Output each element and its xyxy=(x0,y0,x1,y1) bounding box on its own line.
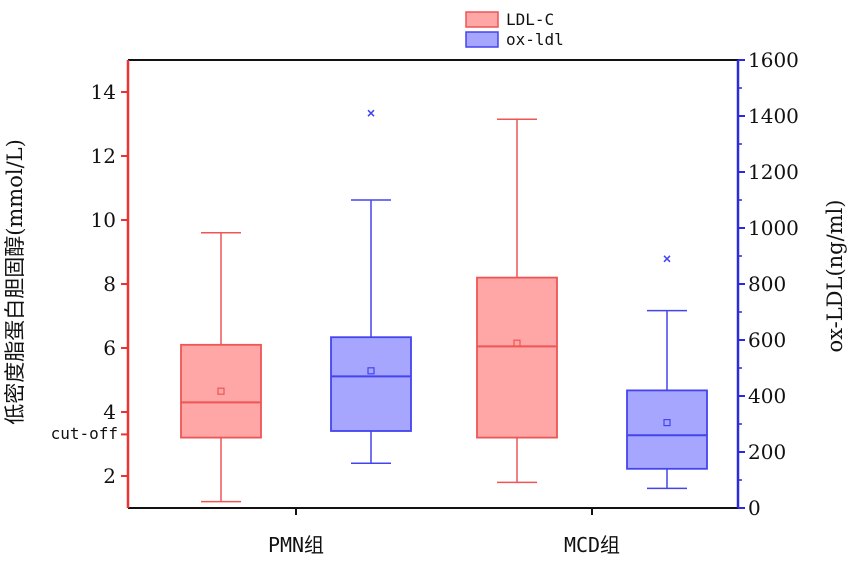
left-tick-label: 10 xyxy=(91,208,116,232)
box-ox-ldl-0-iqr-box xyxy=(330,336,412,432)
legend-swatch-ldl-c xyxy=(465,11,499,28)
left-tick-label: 14 xyxy=(91,80,116,104)
box-ldl-c-1-mean-marker xyxy=(513,339,521,347)
right-tick-label: 1600 xyxy=(748,48,799,72)
legend: LDL-Cox-ldl xyxy=(465,10,564,49)
box-ox-ldl-1 xyxy=(626,255,708,490)
right-tick-label: 1200 xyxy=(748,160,799,184)
legend-label-ldl-c: LDL-C xyxy=(506,10,554,29)
box-ldl-c-0 xyxy=(180,232,262,503)
left-tick-label: 2 xyxy=(103,464,116,488)
left-tick-label: 12 xyxy=(91,144,116,168)
left-tick-label: 4 xyxy=(103,400,116,424)
box-ox-ldl-1-iqr-box xyxy=(626,389,708,470)
right-tick-label: 200 xyxy=(748,440,786,464)
right-tick-label: 600 xyxy=(748,328,786,352)
box-ox-ldl-0-mean-marker xyxy=(367,367,375,375)
left-tick-label: 6 xyxy=(103,336,116,360)
right-tick-label: 0 xyxy=(748,496,761,520)
axes: 2 4 6 8 10 12 14 0 200 400 600 800 1000 1200 1400 1600 xyxy=(91,48,799,520)
legend-label-ox-ldl: ox-ldl xyxy=(506,30,564,49)
box-ox-ldl-0 xyxy=(330,109,412,464)
category-label-pmn: PMN组 xyxy=(268,533,324,557)
box-ldl-c-1 xyxy=(476,118,558,484)
right-tick-label: 1000 xyxy=(748,216,799,240)
cutoff-annotation: cut-off xyxy=(51,424,118,443)
right-tick-label: 400 xyxy=(748,384,786,408)
right-tick-label: 800 xyxy=(748,272,786,296)
box-ox-ldl-1-mean-marker xyxy=(663,419,671,427)
plot-area xyxy=(180,109,708,503)
box-ldl-c-0-iqr-box xyxy=(180,343,262,439)
box-ldl-c-1-iqr-box xyxy=(476,276,558,439)
left-axis-title: 低密度脂蛋白胆固醇(mmol/L) xyxy=(3,139,27,425)
box-ldl-c-0-mean-marker xyxy=(217,387,225,395)
category-label-mcd: MCD组 xyxy=(564,533,620,557)
right-tick-label: 1400 xyxy=(748,104,799,128)
right-axis-title: ox-LDL(ng/ml) xyxy=(823,200,847,353)
legend-swatch-ox-ldl xyxy=(465,31,499,48)
box-ox-ldl-1-outlier-0 xyxy=(663,255,671,263)
box-ox-ldl-0-outlier-0 xyxy=(367,109,375,117)
left-tick-label: 8 xyxy=(103,272,116,296)
